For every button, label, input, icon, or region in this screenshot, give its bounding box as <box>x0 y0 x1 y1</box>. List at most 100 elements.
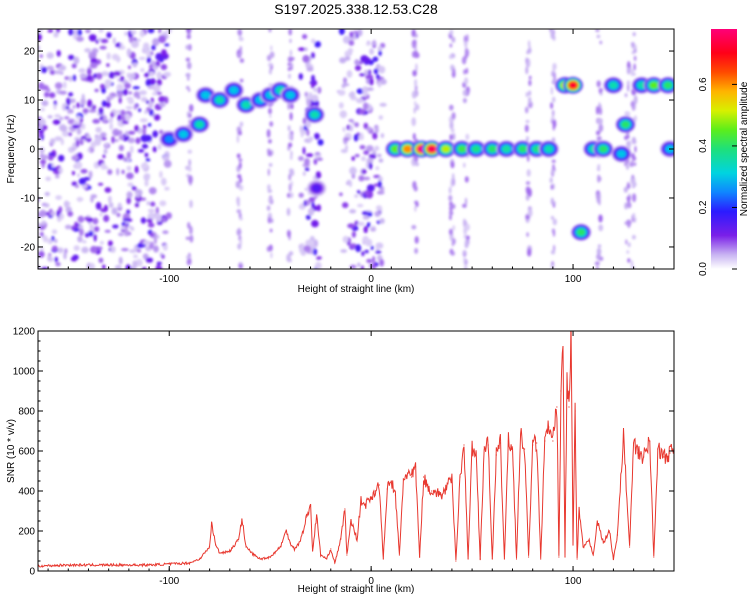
feature-ring <box>609 81 618 89</box>
streak-blob <box>631 160 634 165</box>
spectral-feature <box>435 140 456 158</box>
noise-blob <box>349 180 353 188</box>
noise-blob <box>71 155 79 161</box>
noise-blob <box>356 98 364 104</box>
streak-blob <box>269 121 274 127</box>
noise-blob <box>127 137 136 144</box>
streak-blob <box>466 235 470 240</box>
noise-blob <box>379 218 385 224</box>
noise-blob <box>129 145 134 154</box>
noise-blob <box>339 110 347 119</box>
noise-blob <box>79 118 84 123</box>
streak-blob <box>551 201 556 206</box>
streak-blob <box>189 234 194 243</box>
streak-blob <box>529 208 532 214</box>
noise-blob <box>372 132 378 140</box>
noise-blob <box>64 224 72 230</box>
noise-blob <box>357 29 363 37</box>
streak-blob <box>528 75 532 80</box>
y-tick-label: 0 <box>29 567 35 578</box>
noise-blob <box>85 232 89 238</box>
snr-data-point <box>394 494 396 496</box>
noise-blob <box>366 222 371 228</box>
snr-data-point <box>515 558 518 560</box>
noise-blob <box>44 91 50 98</box>
streak-blob <box>595 29 600 32</box>
noise-blob <box>364 249 369 254</box>
streak-blob <box>411 225 417 230</box>
noise-blob <box>357 262 361 267</box>
x-tick-label: 0 <box>368 576 374 587</box>
noise-blob <box>341 83 350 87</box>
snr-data-point <box>253 554 255 556</box>
streak-blob <box>527 248 532 257</box>
noise-blob <box>362 235 369 244</box>
noise-blob <box>53 104 57 110</box>
noise-blob <box>153 245 159 253</box>
snr-data-point <box>451 478 453 480</box>
noise-blob <box>315 171 322 179</box>
streak-blob <box>526 50 529 55</box>
noise-blob <box>311 38 316 44</box>
noise-blob <box>84 216 90 221</box>
noise-blob <box>63 81 67 89</box>
noise-blob <box>47 255 52 261</box>
streak-blob <box>414 247 418 254</box>
streak-blob <box>449 214 452 221</box>
noise-blob <box>304 91 309 97</box>
x-tick-label: -100 <box>159 576 179 587</box>
noise-blob <box>149 78 156 86</box>
noise-blob <box>118 232 124 237</box>
noise-blob <box>378 115 383 120</box>
chart-title: S197.2025.338.12.53.C28 <box>274 1 438 17</box>
streak-blob <box>597 164 601 168</box>
noise-blob <box>124 31 128 36</box>
streak-blob <box>448 228 453 236</box>
streak-blob <box>526 169 531 177</box>
streak-blob <box>288 142 293 148</box>
noise-blob <box>109 122 113 131</box>
streak-blob <box>450 118 453 123</box>
noise-blob <box>303 200 307 207</box>
noise-blob <box>306 129 310 137</box>
noise-blob <box>349 209 357 214</box>
noise-blob <box>146 57 152 64</box>
noise-blob <box>138 108 142 112</box>
streak-blob <box>552 119 557 129</box>
colorbar-gradient <box>711 29 737 269</box>
streak-blob <box>236 134 240 144</box>
noise-blob <box>41 84 49 91</box>
snr-data-point <box>602 542 604 544</box>
noise-blob <box>348 92 355 98</box>
snr-data-point <box>423 476 425 478</box>
noise-blob <box>368 162 373 170</box>
snr-data-point <box>215 544 217 546</box>
streak-blob <box>595 193 601 200</box>
noise-blob <box>128 91 132 95</box>
noise-blob <box>126 165 132 172</box>
streak-blob <box>290 180 293 187</box>
noise-blob <box>349 48 354 53</box>
spectrogram-blobs <box>38 29 674 269</box>
streak-blob <box>451 242 454 247</box>
snr-data-point <box>663 456 665 458</box>
streak-blob <box>625 239 628 245</box>
snr-data-point <box>612 558 615 560</box>
spectral-feature <box>189 116 210 133</box>
noise-blob <box>54 136 63 142</box>
noise-blob <box>77 235 83 243</box>
noise-blob <box>369 78 374 86</box>
noise-blob <box>339 57 347 64</box>
noise-blob <box>122 218 131 222</box>
streak-blob <box>552 229 556 237</box>
streak-blob <box>634 145 637 153</box>
snr-data-point <box>576 558 578 560</box>
noise-blob <box>90 245 98 254</box>
noise-blob <box>162 217 166 223</box>
streak-blob <box>269 51 275 59</box>
noise-blob <box>162 230 169 234</box>
noise-blob <box>342 35 351 44</box>
noise-blob <box>132 260 139 268</box>
noise-blob <box>80 97 86 106</box>
snr-data-point <box>503 558 505 560</box>
